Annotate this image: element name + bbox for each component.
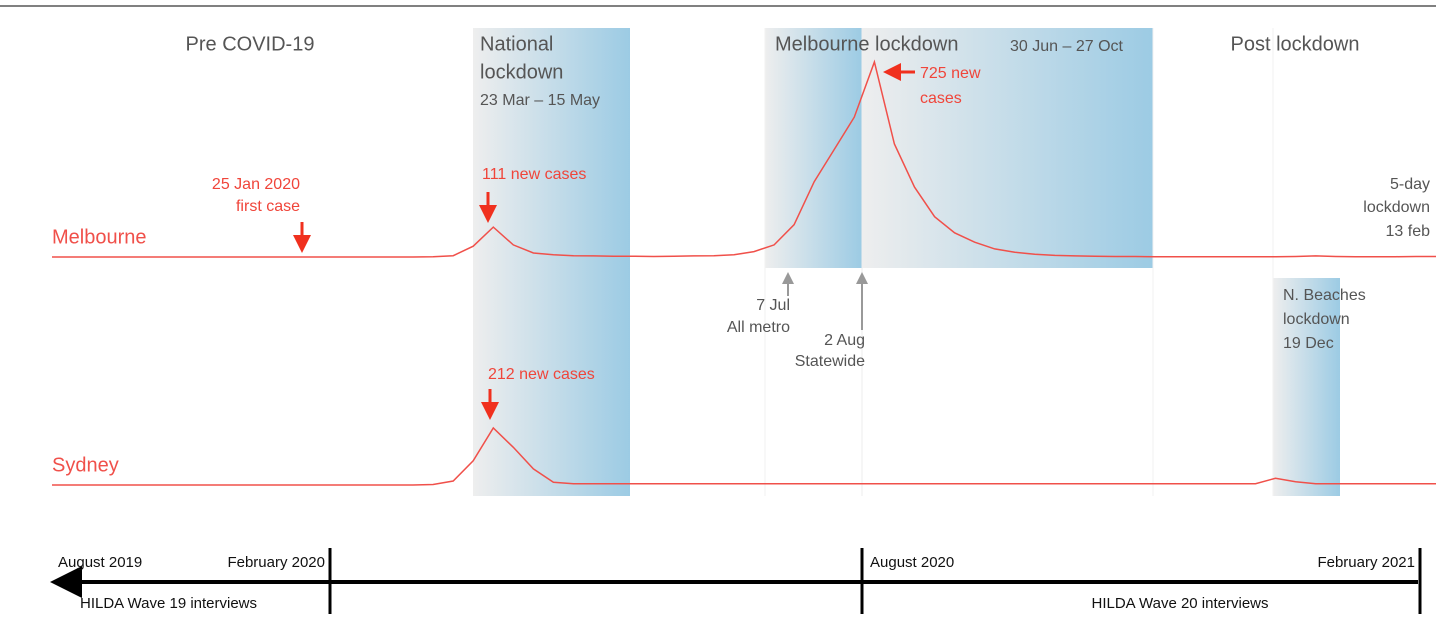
annotation: 25 Jan 2020: [212, 176, 300, 193]
period-title: National: [480, 33, 553, 55]
timeline-label: August 2019: [58, 554, 142, 571]
annotation: 212 new cases: [488, 366, 595, 383]
annotation: 5-day: [1390, 176, 1430, 193]
period-title: lockdown: [480, 61, 563, 83]
annotation: Statewide: [795, 353, 865, 370]
timeline-label: February 2020: [227, 554, 325, 571]
arrows: [50, 63, 1422, 614]
period-title: Post lockdown: [1231, 33, 1360, 55]
case-line: [52, 59, 1436, 258]
period-dates: 23 Mar – 15 May: [480, 92, 600, 109]
metro-band: [765, 28, 862, 268]
annotation: N. Beaches: [1283, 287, 1366, 304]
annotation: All metro: [727, 319, 790, 336]
timeline-label: HILDA Wave 19 interviews: [80, 595, 257, 612]
case-line: [52, 426, 1436, 486]
annotation: lockdown: [1283, 311, 1350, 328]
state-band: [862, 28, 1153, 268]
series-name: Sydney: [52, 454, 119, 476]
annotation: 19 Dec: [1283, 335, 1334, 352]
series: Melbourne Sydney: [52, 59, 1436, 486]
series-name: Melbourne: [52, 226, 147, 248]
period-dates: 30 Jun – 27 Oct: [1010, 38, 1124, 55]
annotation: lockdown: [1363, 199, 1430, 216]
timeline-label: August 2020: [870, 554, 954, 571]
annotation: first case: [236, 198, 300, 215]
timeline-label: February 2021: [1317, 554, 1415, 571]
period-title: Melbourne lockdown: [775, 33, 958, 55]
period-title: Pre COVID-19: [186, 33, 315, 55]
shading: [473, 28, 1340, 496]
timeline-label: HILDA Wave 20 interviews: [1091, 595, 1268, 612]
annotation: 725 new: [920, 65, 981, 82]
national-band: [473, 28, 630, 496]
annotation: 111 new cases: [482, 166, 586, 183]
annotation: 13 feb: [1386, 223, 1431, 240]
annotation: 7 Jul: [756, 297, 790, 314]
beaches-band: [1273, 278, 1340, 496]
annotation: cases: [920, 90, 962, 107]
annotation: 2 Aug: [824, 332, 865, 349]
labels: Pre COVID-19 National lockdown 23 Mar – …: [58, 33, 1430, 612]
